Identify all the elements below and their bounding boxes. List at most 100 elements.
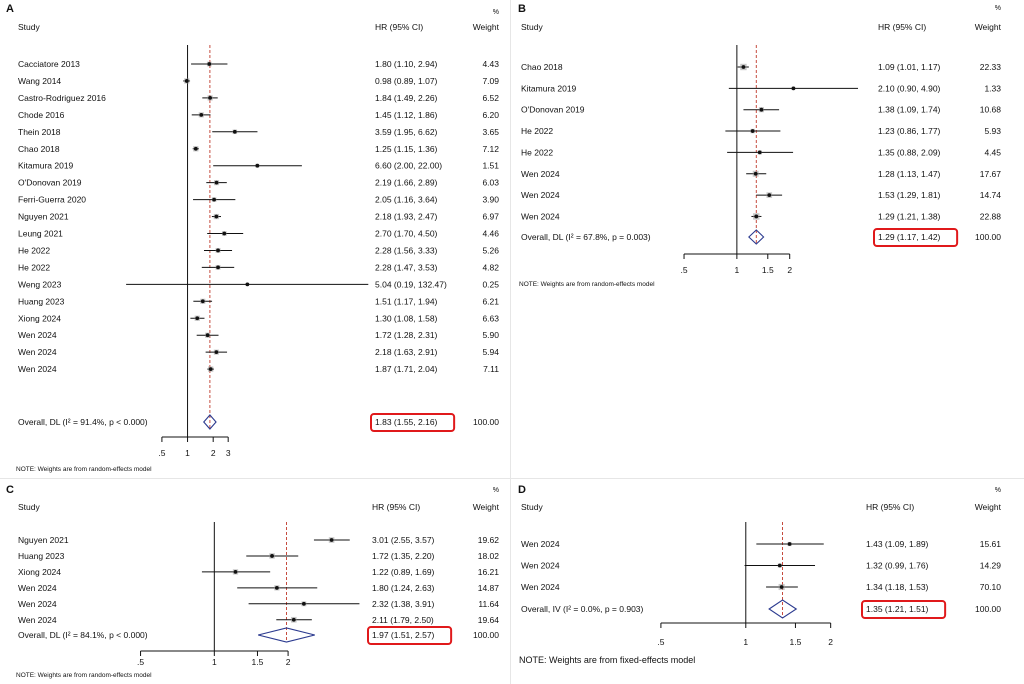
overall-highlight-box: [873, 228, 959, 247]
study-name: Castro-Rodriguez 2016: [18, 93, 106, 103]
hr-ci-value: 1.72 (1.28, 2.31): [375, 330, 438, 340]
overall-row: Overall, DL (I² = 84.1%, p < 0.000) 1.97 …: [18, 626, 499, 645]
overall-hr-ci: 1.83 (1.55, 2.16): [375, 417, 438, 427]
study-name: Wen 2024: [521, 190, 560, 200]
study-weight: 18.02: [478, 551, 500, 561]
study-row: Wen 2024 1.28 (1.13, 1.47) 17.67: [521, 169, 1001, 179]
weights-note: NOTE: Weights are from random-effects mo…: [519, 281, 655, 288]
header-weight: Weight: [473, 502, 500, 512]
study-row: Cacciatore 2013 1.80 (1.10, 2.94) 4.43: [18, 59, 499, 69]
study-name: Xiong 2024: [18, 313, 61, 323]
study-weight: 14.87: [478, 583, 500, 593]
x-tick-label: .5: [137, 657, 144, 667]
study-name: Huang 2023: [18, 296, 65, 306]
overall-row: Overall, IV (I² = 0.0%, p = 0.903) 1.35 (…: [521, 599, 1001, 619]
study-name: Nguyen 2021: [18, 212, 69, 222]
point-estimate: [291, 617, 296, 622]
hr-ci-value: 1.29 (1.21, 1.38): [878, 211, 941, 221]
study-weight: 15.61: [980, 539, 1002, 549]
study-name: Chode 2016: [18, 110, 65, 120]
hr-ci-value: 1.28 (1.13, 1.47): [878, 169, 941, 179]
point-estimate: [791, 86, 796, 91]
point-estimate: [301, 601, 306, 606]
header-study: Study: [521, 22, 543, 32]
study-weight: 14.74: [980, 190, 1002, 200]
study-row: Wen 2024 1.53 (1.29, 1.81) 14.74: [521, 190, 1001, 200]
x-tick-label: 2: [828, 637, 833, 647]
study-weight: 14.29: [980, 561, 1002, 571]
hr-ci-value: 2.32 (1.38, 3.91): [372, 599, 435, 609]
hr-ci-value: 3.01 (2.55, 3.57): [372, 535, 435, 545]
point-estimate: [741, 65, 746, 69]
hr-ci-value: 5.04 (0.19, 132.47): [375, 279, 447, 289]
point-estimate: [245, 282, 250, 287]
header-hr-ci: HR (95% CI): [878, 22, 926, 32]
study-row: Ferri-Guerra 2020 2.05 (1.16, 3.64) 3.90: [18, 195, 499, 205]
study-weight: 10.68: [980, 105, 1002, 115]
header-percent: %: [493, 487, 499, 494]
overall-diamond: [258, 627, 315, 643]
point-estimate: [208, 96, 213, 100]
hr-ci-value: 1.84 (1.49, 2.26): [375, 93, 438, 103]
study-name: Wen 2024: [521, 211, 560, 221]
hr-ci-value: 2.28 (1.47, 3.53): [375, 262, 438, 272]
study-row: Xiong 2024 1.22 (0.89, 1.69) 16.21: [18, 567, 499, 577]
hr-ci-value: 1.09 (1.01, 1.17): [878, 62, 941, 72]
study-row: Wen 2024 2.18 (1.63, 2.91) 5.94: [18, 347, 499, 357]
header-percent: %: [995, 487, 1001, 494]
forest-panel-b: B % Study HR (95% CI) Weight Chao 2018 1.09 (1…: [518, 3, 1002, 288]
study-weight: 16.21: [478, 567, 500, 577]
hr-ci-value: 1.87 (1.71, 2.04): [375, 364, 438, 374]
point-estimate: [754, 214, 759, 219]
study-name: Weng 2023: [18, 279, 62, 289]
header-hr-ci: HR (95% CI): [866, 502, 914, 512]
point-estimate: [274, 585, 279, 590]
panel-label: D: [518, 484, 526, 496]
point-estimate: [779, 585, 784, 589]
overall-label: Overall, DL (I² = 67.8%, p = 0.003): [521, 232, 651, 242]
hr-ci-value: 1.22 (0.89, 1.69): [372, 567, 435, 577]
x-tick-label: 2: [787, 265, 792, 275]
study-weight: 70.10: [980, 582, 1002, 592]
x-tick-label: 1.5: [762, 265, 774, 275]
study-weight: 22.88: [980, 211, 1002, 221]
study-name: Wen 2024: [18, 599, 57, 609]
study-row: Leung 2021 2.70 (1.70, 4.50) 4.46: [18, 229, 499, 239]
study-name: O'Donovan 2019: [521, 105, 585, 115]
study-row: Nguyen 2021 3.01 (2.55, 3.57) 19.62: [18, 535, 499, 545]
study-row: Wen 2024 1.80 (1.24, 2.63) 14.87: [18, 583, 499, 593]
overall-row: Overall, DL (I² = 67.8%, p = 0.003) 1.29 …: [521, 228, 1001, 247]
study-name: Xiong 2024: [18, 567, 61, 577]
study-weight: 7.11: [483, 364, 499, 374]
study-weight: 0.25: [482, 279, 499, 289]
study-name: He 2022: [521, 126, 553, 136]
hr-ci-value: 1.80 (1.24, 2.63): [372, 583, 435, 593]
forest-panel-d: D % Study HR (95% CI) Weight Wen 2024 1.43 (1.…: [518, 484, 1002, 665]
study-row: Castro-Rodriguez 2016 1.84 (1.49, 2.26) 6.…: [18, 93, 499, 103]
panel-label: C: [6, 484, 14, 496]
point-estimate: [233, 570, 238, 574]
study-name: Wen 2024: [521, 169, 560, 179]
point-estimate: [214, 180, 219, 185]
hr-ci-value: 3.59 (1.95, 6.62): [375, 127, 438, 137]
study-name: Kitamura 2019: [521, 83, 577, 93]
x-tick-label: 1: [185, 448, 190, 458]
point-estimate: [777, 563, 782, 568]
study-name: He 2022: [18, 245, 50, 255]
study-weight: 6.97: [482, 212, 499, 222]
point-estimate: [193, 146, 198, 151]
study-name: He 2022: [18, 262, 50, 272]
study-row: Wen 2024 1.34 (1.18, 1.53) 70.10: [521, 582, 1001, 592]
study-weight: 5.93: [984, 126, 1001, 136]
hr-ci-value: 1.45 (1.12, 1.86): [375, 110, 438, 120]
point-estimate: [222, 231, 227, 236]
overall-highlight-box: [861, 600, 947, 619]
x-tick-label: 2: [286, 657, 291, 667]
x-tick-label: 1: [743, 637, 748, 647]
hr-ci-value: 1.72 (1.35, 2.20): [372, 551, 435, 561]
study-row: He 2022 2.28 (1.56, 3.33) 5.26: [18, 245, 499, 255]
point-estimate: [184, 79, 189, 83]
study-weight: 6.20: [482, 110, 499, 120]
header-weight: Weight: [473, 22, 500, 32]
